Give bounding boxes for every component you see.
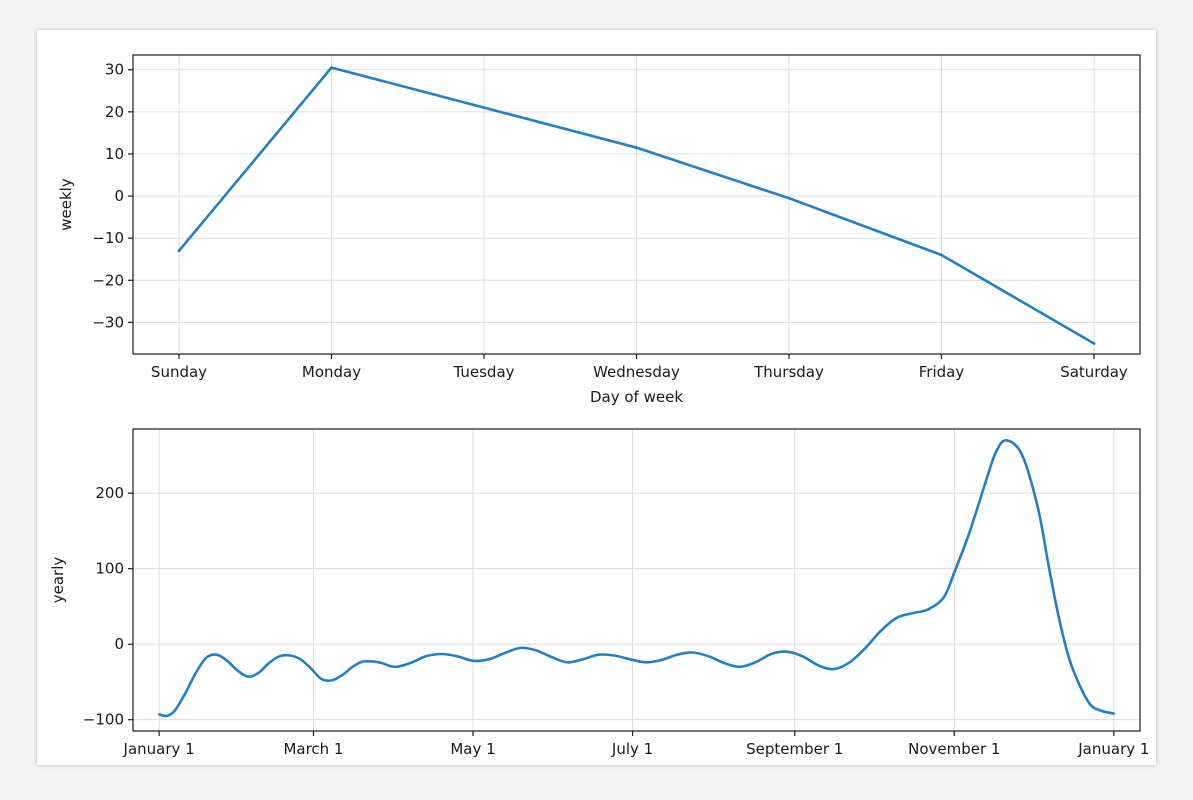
weekly-data-point [177,249,181,253]
yearly-x-ticks: January 1 March 1 May 1 July 1 September 1 No… [123,731,1149,758]
yearly-x-tick-label: July 1 [611,740,653,758]
weekly-y-tick-label: 0 [114,187,124,205]
weekly-data-point [787,196,791,200]
weekly-x-tick-label: Friday [919,363,965,381]
weekly-x-tick-label: Thursday [753,363,824,381]
weekly-grid [133,55,1140,354]
weekly-axes-frame [132,54,1141,355]
yearly-series-line [157,438,1116,718]
weekly-x-tick-label: Saturday [1060,363,1128,381]
weekly-y-tick-label: 10 [105,145,124,163]
weekly-x-ticks: Sunday Monday Tuesday Wednesday Thursday Frid… [151,354,1128,381]
weekly-x-tick-label: Sunday [151,363,207,381]
yearly-x-tick-label: January 1 [123,740,195,758]
yearly-y-axis-label: yearly [49,557,67,604]
weekly-data-point [330,66,333,69]
weekly-data-point [482,106,486,109]
yearly-y-tick-label: 200 [95,484,124,502]
yearly-axes-frame [132,428,1141,732]
yearly-panel: January 1 March 1 May 1 July 1 September 1 No… [49,428,1149,758]
weekly-y-tick-label: 30 [105,61,124,79]
weekly-y-tick-label: −30 [92,313,124,331]
yearly-y-tick-label: −100 [83,711,124,729]
weekly-y-tick-label: −20 [92,271,124,289]
yearly-x-tick-label: January 1 [1077,740,1149,758]
weekly-panel: Sunday Monday Tuesday Wednesday Thursday Frid… [57,54,1141,406]
yearly-x-tick-label: March 1 [283,740,343,758]
weekly-data-point [635,146,638,149]
weekly-y-tick-label: −10 [92,229,124,247]
weekly-points [177,66,1096,345]
yearly-x-tick-label: November 1 [908,740,1000,758]
weekly-x-axis-label: Day of week [590,388,683,406]
yearly-y-tick-label: 0 [114,635,124,653]
weekly-y-ticks: 30 20 10 0 −10 −20 −30 [92,61,133,331]
weekly-x-tick-label: Tuesday [452,363,514,381]
weekly-data-point [1092,342,1096,345]
yearly-x-tick-label: September 1 [746,740,843,758]
yearly-y-tick-label: 100 [95,560,124,578]
yearly-y-ticks: 200 100 0 −100 [83,484,133,729]
weekly-data-point [940,253,943,257]
weekly-x-tick-label: Wednesday [593,363,680,381]
weekly-y-axis-label: weekly [57,178,75,231]
figure: Sunday Monday Tuesday Wednesday Thursday Frid… [37,30,1156,765]
weekly-y-tick-label: 20 [105,103,124,121]
yearly-grid [133,429,1140,731]
weekly-x-tick-label: Monday [302,363,361,381]
chart-canvas: Sunday Monday Tuesday Wednesday Thursday Frid… [49,54,1149,758]
yearly-x-tick-label: May 1 [450,740,495,758]
